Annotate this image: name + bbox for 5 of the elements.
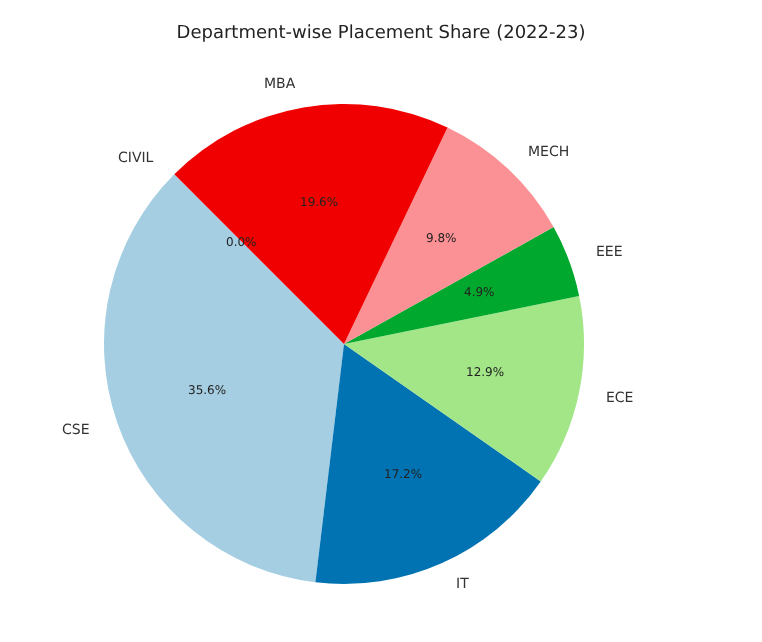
pie-slice [104, 174, 344, 583]
pie-slice [315, 344, 541, 584]
pie-slice [344, 296, 584, 482]
chart-title: Department-wise Placement Share (2022-23) [176, 24, 586, 45]
pie-slice [344, 227, 580, 344]
